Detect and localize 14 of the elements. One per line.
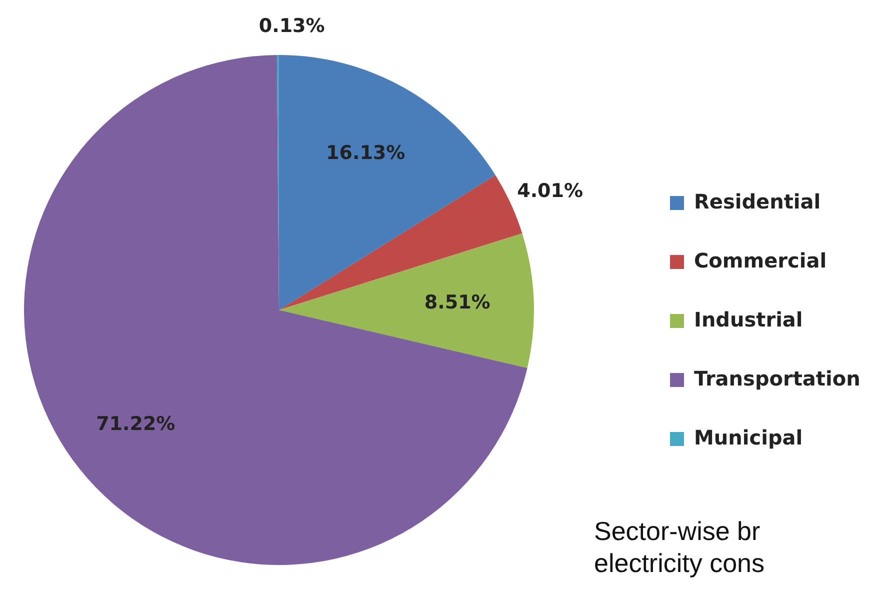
text: Sector-wise br <box>594 516 760 546</box>
legend-label: Commercial <box>694 248 827 272</box>
data-label: 8.51% <box>424 291 490 314</box>
pie-slice <box>279 233 534 368</box>
data-label: 16.13% <box>326 142 406 164</box>
legend-label: Residential <box>694 189 821 214</box>
legend-label: Transportation <box>694 366 860 390</box>
legend-label: Industrial <box>694 307 803 332</box>
pie-slice <box>279 55 496 310</box>
data-label: 0.13% <box>258 15 325 38</box>
data-label: 71.22% <box>96 412 176 435</box>
legend-label: Municipal <box>694 425 803 450</box>
data-label: 4.01% <box>517 180 584 202</box>
text: electricity cons <box>594 548 764 578</box>
